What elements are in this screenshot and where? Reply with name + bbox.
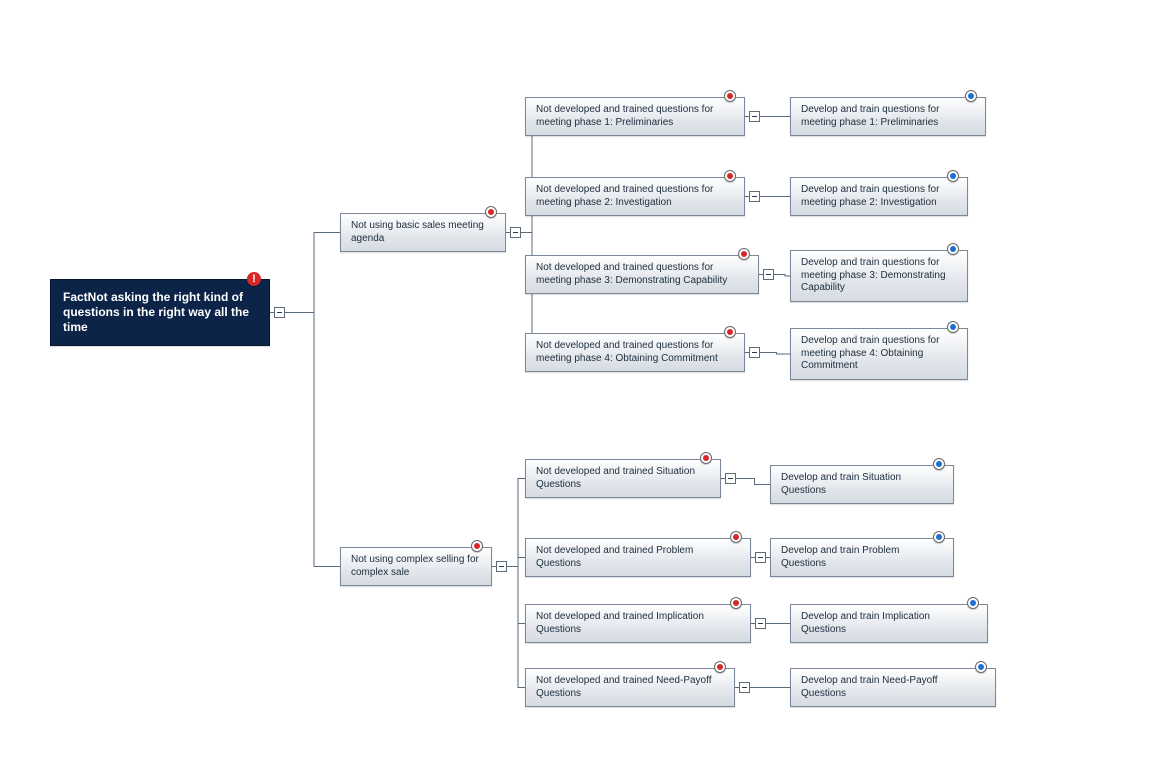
red-marker-icon [700, 452, 712, 464]
node-b2[interactable]: Not developed and trained Problem Questi… [525, 538, 751, 577]
node-label: Develop and train Need-Payoff Questions [801, 675, 985, 700]
node-b3s[interactable]: Develop and train Implication Questions [790, 604, 988, 643]
red-marker-icon [730, 531, 742, 543]
collapse-toggle[interactable] [755, 552, 766, 563]
node-a1s[interactable]: Develop and train questions for meeting … [790, 97, 986, 136]
node-label: Not using complex selling for complex sa… [351, 554, 481, 579]
collapse-toggle[interactable] [749, 347, 760, 358]
node-label: Develop and train questions for meeting … [801, 257, 957, 295]
blue-marker-icon [947, 243, 959, 255]
blue-marker-icon [975, 661, 987, 673]
node-a3[interactable]: Not developed and trained questions for … [525, 255, 759, 294]
node-b1s[interactable]: Develop and train Situation Questions [770, 465, 954, 504]
blue-marker-icon [967, 597, 979, 609]
collapse-toggle[interactable] [749, 191, 760, 202]
node-label: Not developed and trained Need-Payoff Qu… [536, 675, 724, 700]
node-label: Not developed and trained Problem Questi… [536, 545, 740, 570]
node-label: FactNot asking the right kind of questio… [63, 290, 257, 335]
red-marker-icon [724, 170, 736, 182]
red-marker-icon [471, 540, 483, 552]
node-a3s[interactable]: Develop and train questions for meeting … [790, 250, 968, 302]
node-l2a[interactable]: Not using basic sales meeting agenda [340, 213, 506, 252]
node-a2[interactable]: Not developed and trained questions for … [525, 177, 745, 216]
red-marker-icon [714, 661, 726, 673]
node-label: Not developed and trained Situation Ques… [536, 466, 710, 491]
connector [492, 567, 525, 688]
node-label: Not using basic sales meeting agenda [351, 220, 495, 245]
red-marker-icon [730, 597, 742, 609]
node-root[interactable]: FactNot asking the right kind of questio… [50, 279, 270, 346]
blue-marker-icon [965, 90, 977, 102]
node-b2s[interactable]: Develop and train Problem Questions [770, 538, 954, 577]
node-label: Not developed and trained questions for … [536, 104, 734, 129]
collapse-toggle[interactable] [755, 618, 766, 629]
node-b1[interactable]: Not developed and trained Situation Ques… [525, 459, 721, 498]
blue-marker-icon [947, 321, 959, 333]
node-l2b[interactable]: Not using complex selling for complex sa… [340, 547, 492, 586]
node-label: Develop and train questions for meeting … [801, 335, 957, 373]
node-label: Develop and train Situation Questions [781, 472, 943, 497]
node-label: Not developed and trained Implication Qu… [536, 611, 740, 636]
red-marker-icon [485, 206, 497, 218]
collapse-toggle[interactable] [739, 682, 750, 693]
node-b4[interactable]: Not developed and trained Need-Payoff Qu… [525, 668, 735, 707]
collapse-toggle[interactable] [725, 473, 736, 484]
collapse-toggle[interactable] [749, 111, 760, 122]
collapse-toggle[interactable] [496, 561, 507, 572]
node-label: Not developed and trained questions for … [536, 184, 734, 209]
connector [492, 567, 525, 624]
node-label: Not developed and trained questions for … [536, 340, 734, 365]
alert-icon [247, 272, 261, 286]
node-b4s[interactable]: Develop and train Need-Payoff Questions [790, 668, 996, 707]
red-marker-icon [738, 248, 750, 260]
node-a1[interactable]: Not developed and trained questions for … [525, 97, 745, 136]
blue-marker-icon [933, 531, 945, 543]
collapse-toggle[interactable] [510, 227, 521, 238]
collapse-toggle[interactable] [763, 269, 774, 280]
connector [270, 233, 340, 313]
blue-marker-icon [947, 170, 959, 182]
collapse-toggle[interactable] [274, 307, 285, 318]
node-a2s[interactable]: Develop and train questions for meeting … [790, 177, 968, 216]
connector [270, 313, 340, 567]
red-marker-icon [724, 90, 736, 102]
node-label: Develop and train Problem Questions [781, 545, 943, 570]
blue-marker-icon [933, 458, 945, 470]
node-b3[interactable]: Not developed and trained Implication Qu… [525, 604, 751, 643]
node-label: Develop and train questions for meeting … [801, 104, 975, 129]
node-a4s[interactable]: Develop and train questions for meeting … [790, 328, 968, 380]
node-label: Develop and train Implication Questions [801, 611, 977, 636]
red-marker-icon [724, 326, 736, 338]
node-label: Not developed and trained questions for … [536, 262, 748, 287]
connector [492, 479, 525, 567]
node-label: Develop and train questions for meeting … [801, 184, 957, 209]
node-a4[interactable]: Not developed and trained questions for … [525, 333, 745, 372]
